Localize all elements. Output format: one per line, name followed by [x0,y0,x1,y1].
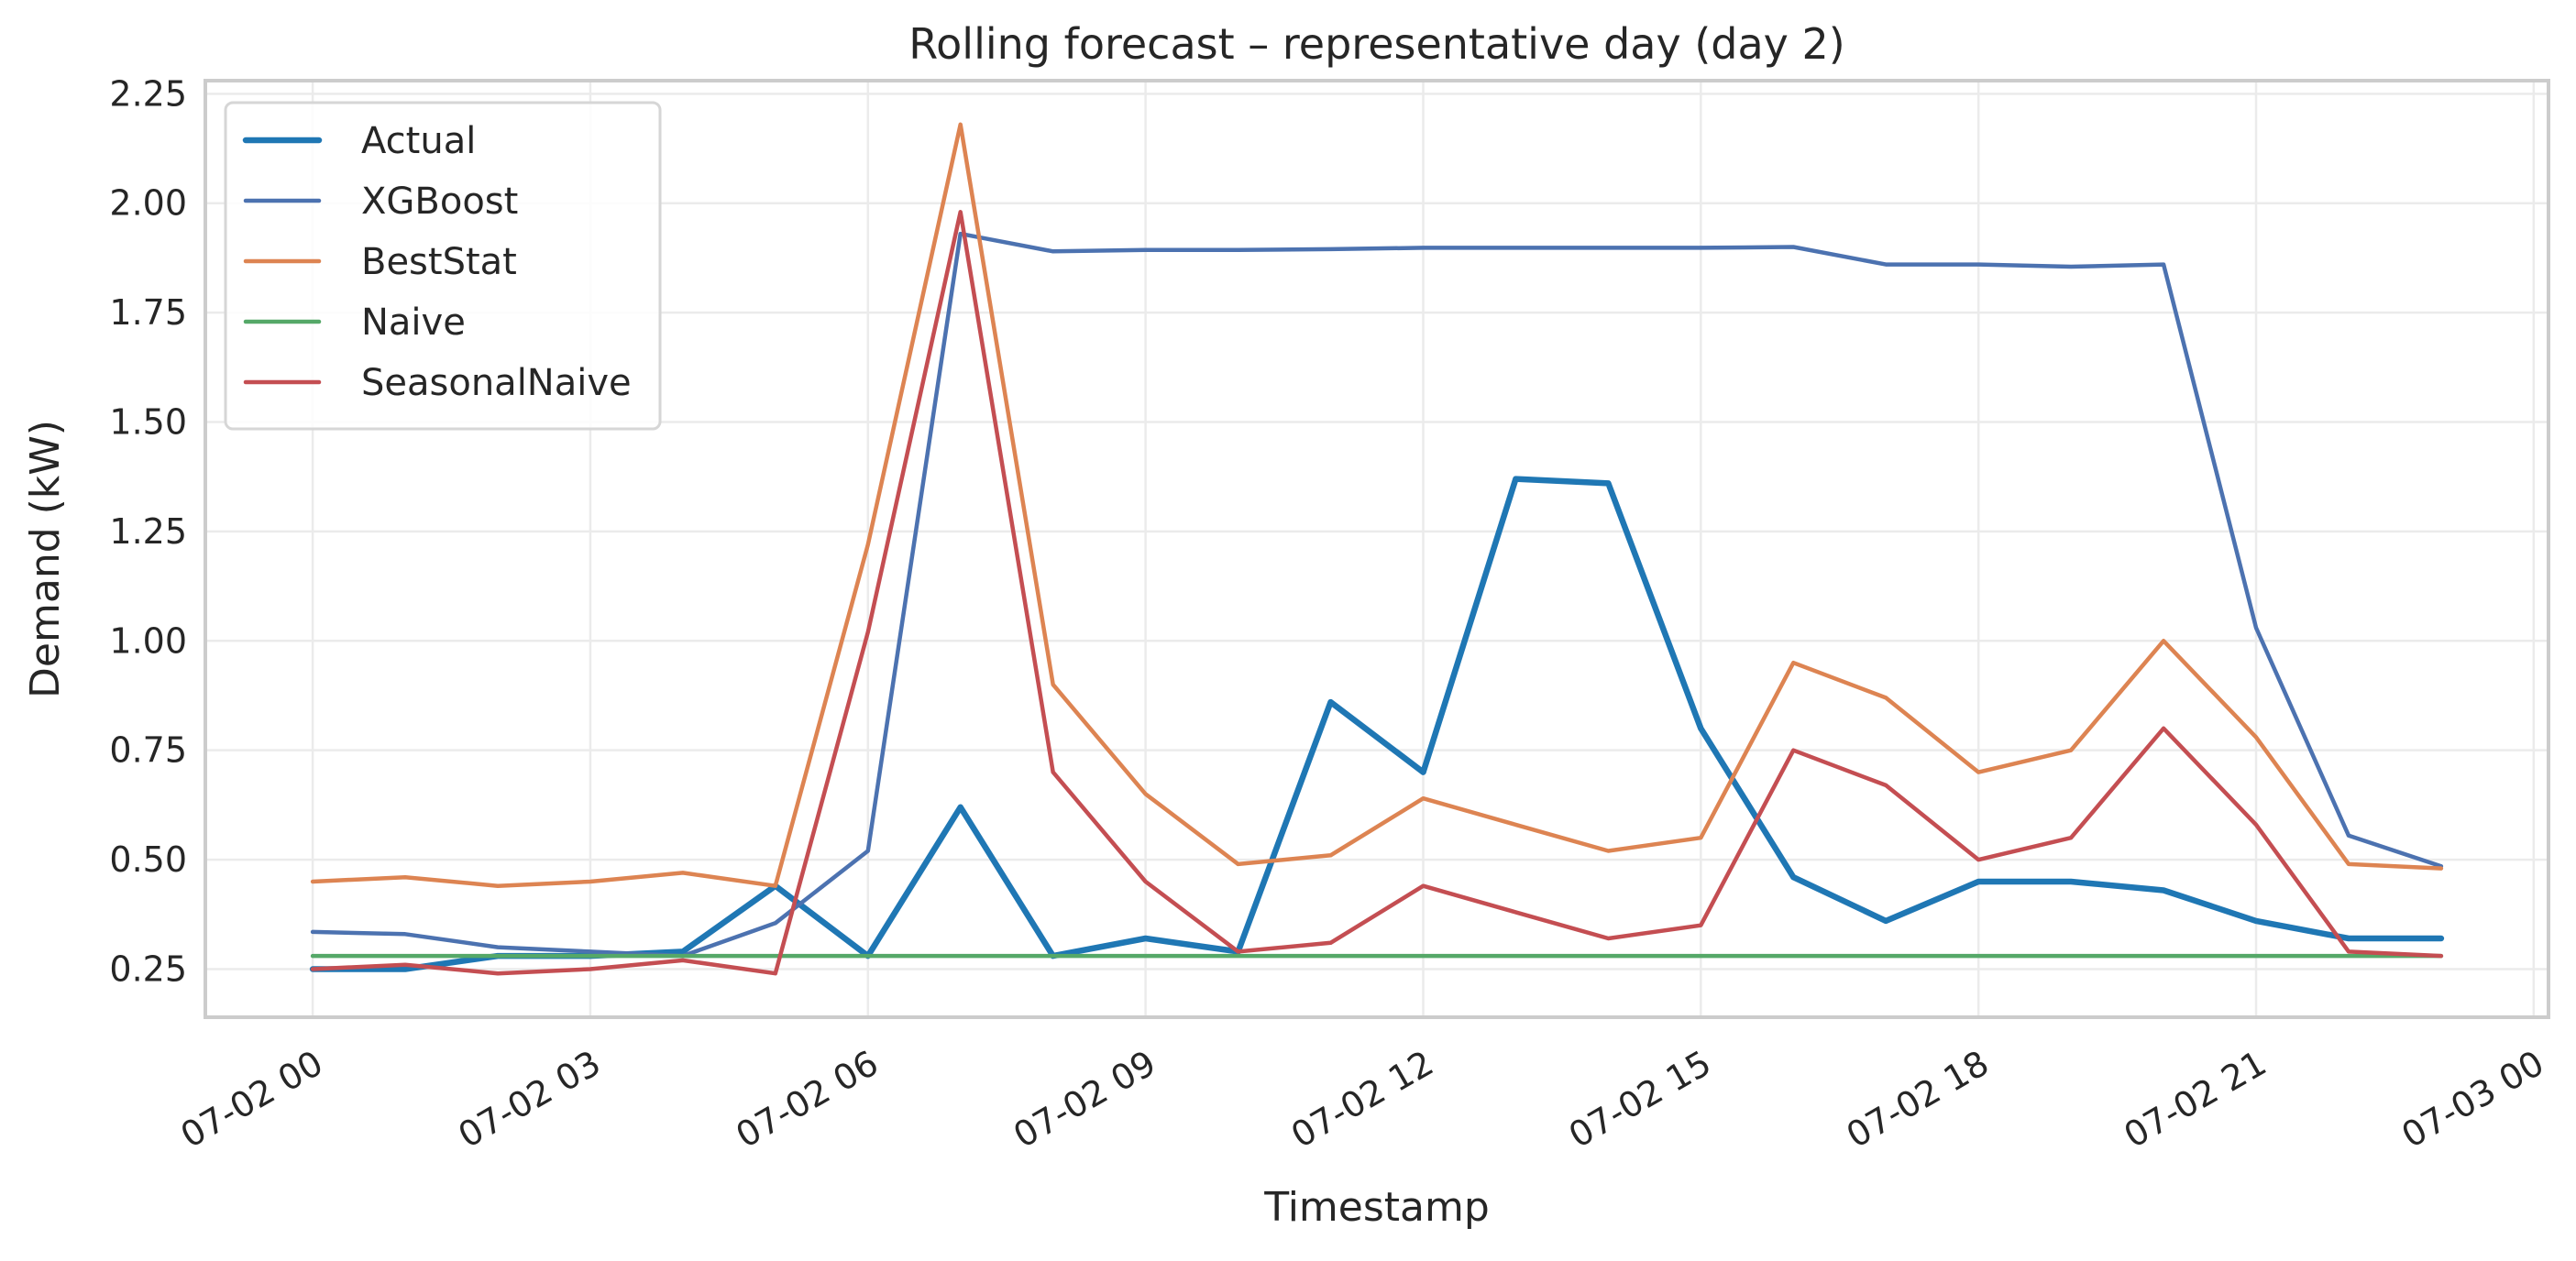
series-line-beststat [310,122,2444,888]
y-tick-labels: 0.25 0.50 0.75 1.00 1.25 1.50 1.75 2.00 2.25 [109,73,187,989]
legend-label-seasonalnaive: SeasonalNaive [361,362,632,404]
y-tick-label: 0.25 [109,948,187,989]
legend-label-actual: Actual [361,120,476,162]
y-tick-label: 1.25 [109,511,187,552]
chart-title: Rolling forecast – representative day (d… [908,19,1844,69]
y-tick-label: 2.25 [109,73,187,114]
y-axis-title: Demand (kW) [22,420,69,698]
y-tick-label: 1.00 [109,620,187,661]
legend-label-xgboost: XGBoost [361,181,518,223]
x-axis-title: Timestamp [1263,1184,1490,1231]
y-tick-label: 2.00 [109,183,187,224]
legend-label-naive: Naive [361,302,466,344]
series-line-seasonalnaive [310,210,2444,976]
y-tick-label: 1.75 [109,292,187,333]
plot-frame [204,79,2550,1019]
legend: Actual XGBoost BestStat Naive SeasonalNaive [224,101,662,431]
legend-box [224,101,662,431]
series-line-actual [309,476,2445,972]
y-tick-label: 1.50 [109,402,187,443]
y-tick-label: 0.75 [109,730,187,771]
legend-label-beststat: BestStat [361,241,517,283]
series-lines [309,122,2445,976]
y-tick-label: 0.50 [109,839,187,880]
